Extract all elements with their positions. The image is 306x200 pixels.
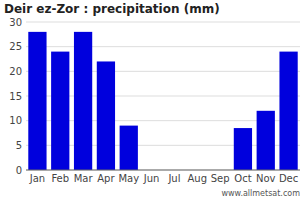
watermark: www.allmetsat.com	[222, 189, 301, 198]
chart-container: Deir ez-Zor : precipitation (mm) 0 5 10 15 20…	[0, 0, 306, 200]
y-tick-label: 25	[9, 41, 22, 52]
grid-line	[26, 170, 300, 171]
y-tick-label: 0	[16, 165, 22, 176]
x-tick-label: Jan	[29, 173, 45, 184]
x-tick-label: Jul	[167, 173, 180, 184]
y-tick-label: 10	[9, 115, 22, 126]
bar	[51, 52, 69, 170]
y-tick-label: 15	[9, 91, 22, 102]
bar	[257, 111, 275, 170]
x-tick-label: Jun	[143, 173, 160, 184]
grid-line	[26, 22, 300, 23]
x-tick-label: Feb	[51, 173, 69, 184]
bar	[120, 126, 138, 170]
x-tick-label: May	[118, 173, 139, 184]
bar	[97, 61, 115, 170]
grid-line	[26, 46, 300, 47]
x-tick-label: Sep	[211, 173, 230, 184]
x-tick-label: Dec	[279, 173, 298, 184]
bar	[74, 32, 92, 170]
x-tick-label: Nov	[256, 173, 276, 184]
x-tick-label: Oct	[234, 173, 251, 184]
bars	[28, 32, 297, 170]
grid	[26, 22, 300, 170]
x-tick-label: Apr	[97, 173, 115, 184]
x-tick-label: Mar	[74, 173, 94, 184]
chart: Deir ez-Zor : precipitation (mm) 0 5 10 15 20…	[0, 0, 306, 200]
x-axis-line	[26, 170, 300, 171]
bar	[28, 32, 46, 170]
bar	[234, 128, 252, 170]
y-tick-label: 20	[9, 66, 22, 77]
x-tick-label: Aug	[187, 173, 207, 184]
y-tick-label: 30	[9, 17, 22, 28]
title: Deir ez-Zor : precipitation (mm)	[4, 2, 220, 16]
bar	[279, 52, 297, 170]
y-tick-label: 5	[16, 140, 22, 151]
